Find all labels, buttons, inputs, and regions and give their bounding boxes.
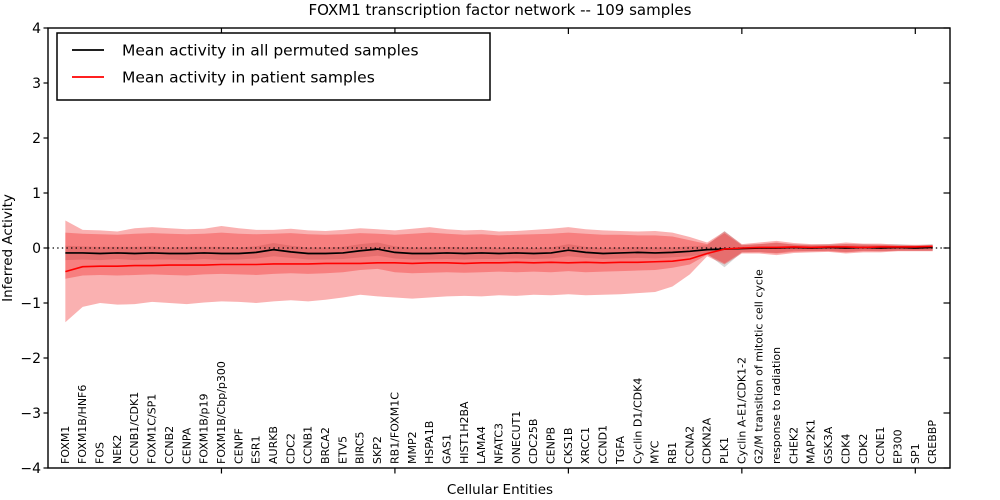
x-tick-label: LAMA4 [475,426,488,464]
x-tick-label: CCNE1 [874,426,887,464]
x-tick-label: HIST1H2BA [458,401,471,464]
x-tick-label: CDC2 [284,433,297,464]
x-axis-label: Cellular Entities [447,482,553,498]
y-tick-label: −1 [20,296,41,312]
y-tick-label: 0 [32,241,41,257]
x-tick-label: SP1 [909,443,922,464]
y-tick-label: 4 [32,21,41,37]
x-tick-label: G2/M transition of mitotic cell cycle [753,269,766,464]
x-tick-label: AURKB [267,426,280,464]
legend-box [56,32,491,101]
y-tick-label: 3 [32,76,41,92]
x-tick-label: GAS1 [440,434,453,464]
x-tick-label: CHEK2 [787,427,800,464]
x-tick-label: XRCC1 [579,427,592,464]
x-tick-labels: FOXM1 FOXM1B/HNF6 FOS NEK2 CCNB1/CDK1 FOXM1C/… [59,269,939,465]
legend-label-permuted: Mean activity in all permuted samples [122,42,419,60]
x-tick-label: CENPF [232,428,245,464]
x-tick-label: Cyclin A-E1/CDK1-2 [735,357,748,464]
axis-ticks [43,27,950,474]
y-tick-label: −3 [20,406,41,422]
y-tick-labels: 4 3 2 1 0 −1 −2 −3 −4 [20,21,41,477]
x-tick-label: MAP2K1 [805,419,818,464]
y-tick-label: −4 [20,461,41,477]
x-tick-label: FOXM1C/SP1 [146,394,159,464]
x-tick-label: MYC [649,440,662,464]
x-tick-label: ONECUT1 [510,411,523,464]
x-tick-label: CCNB1 [302,426,315,464]
patient-mean-line [65,245,933,273]
x-tick-label: CCNA2 [683,426,696,464]
x-tick-label: RB1 [666,442,679,464]
x-tick-label: MMP2 [406,431,419,464]
x-tick-label: BIRC5 [354,431,367,464]
x-tick-label: ETV5 [336,436,349,464]
patient-outer-band [65,220,933,323]
x-tick-label: SKP2 [371,436,384,464]
confidence-bands [65,220,933,323]
x-tick-label: NEK2 [111,435,124,464]
y-tick-label: 2 [32,131,41,147]
permuted-std-band [65,230,933,268]
x-tick-label: NFATC3 [493,423,506,464]
x-tick-label: FOXM1B/Cbp/p300 [215,361,228,464]
x-tick-label: RB1/FOXM1C [388,392,401,464]
x-tick-label: TGFA [614,435,627,465]
x-tick-label: EP300 [891,429,904,464]
x-tick-label: FOXM1B/HNF6 [76,385,89,464]
x-tick-label: CDC25B [527,419,540,464]
x-tick-label: CCND1 [597,425,610,464]
y-tick-label: −2 [20,351,41,367]
patient-inner-band [65,232,933,279]
x-tick-label: PLK1 [718,437,731,464]
mean-activity-lines [65,245,933,273]
x-tick-label: FOS [94,442,107,464]
x-tick-label: CENPA [180,427,193,464]
x-tick-label: FOXM1B/p19 [198,393,211,464]
x-tick-label: CDKN2A [701,417,714,464]
x-tick-label: CCNB2 [163,426,176,464]
x-tick-label: GSK3A [822,426,835,464]
y-tick-label: 1 [32,186,41,202]
x-tick-label: FOXM1 [59,426,72,464]
x-tick-label: CENPB [545,427,558,464]
x-tick-label: CDK4 [839,434,852,464]
chart-title: FOXM1 transcription factor network -- 10… [309,1,692,19]
x-tick-label: CCNB1/CDK1 [128,392,141,464]
x-tick-label: ESR1 [250,435,263,464]
x-tick-label: Cyclin D1/CDK4 [631,378,644,464]
legend: Mean activity in all permuted samples Me… [56,32,491,101]
x-tick-label: CKS1B [562,428,575,464]
x-tick-label: CDK2 [857,434,870,464]
x-tick-label: BRCA2 [319,427,332,464]
x-tick-label: response to radiation [770,347,783,464]
x-tick-label: CREBBP [926,420,939,464]
legend-label-patient: Mean activity in patient samples [122,69,375,87]
x-tick-label: HSPA1B [423,421,436,464]
y-axis-label: Inferred Activity [0,194,16,302]
